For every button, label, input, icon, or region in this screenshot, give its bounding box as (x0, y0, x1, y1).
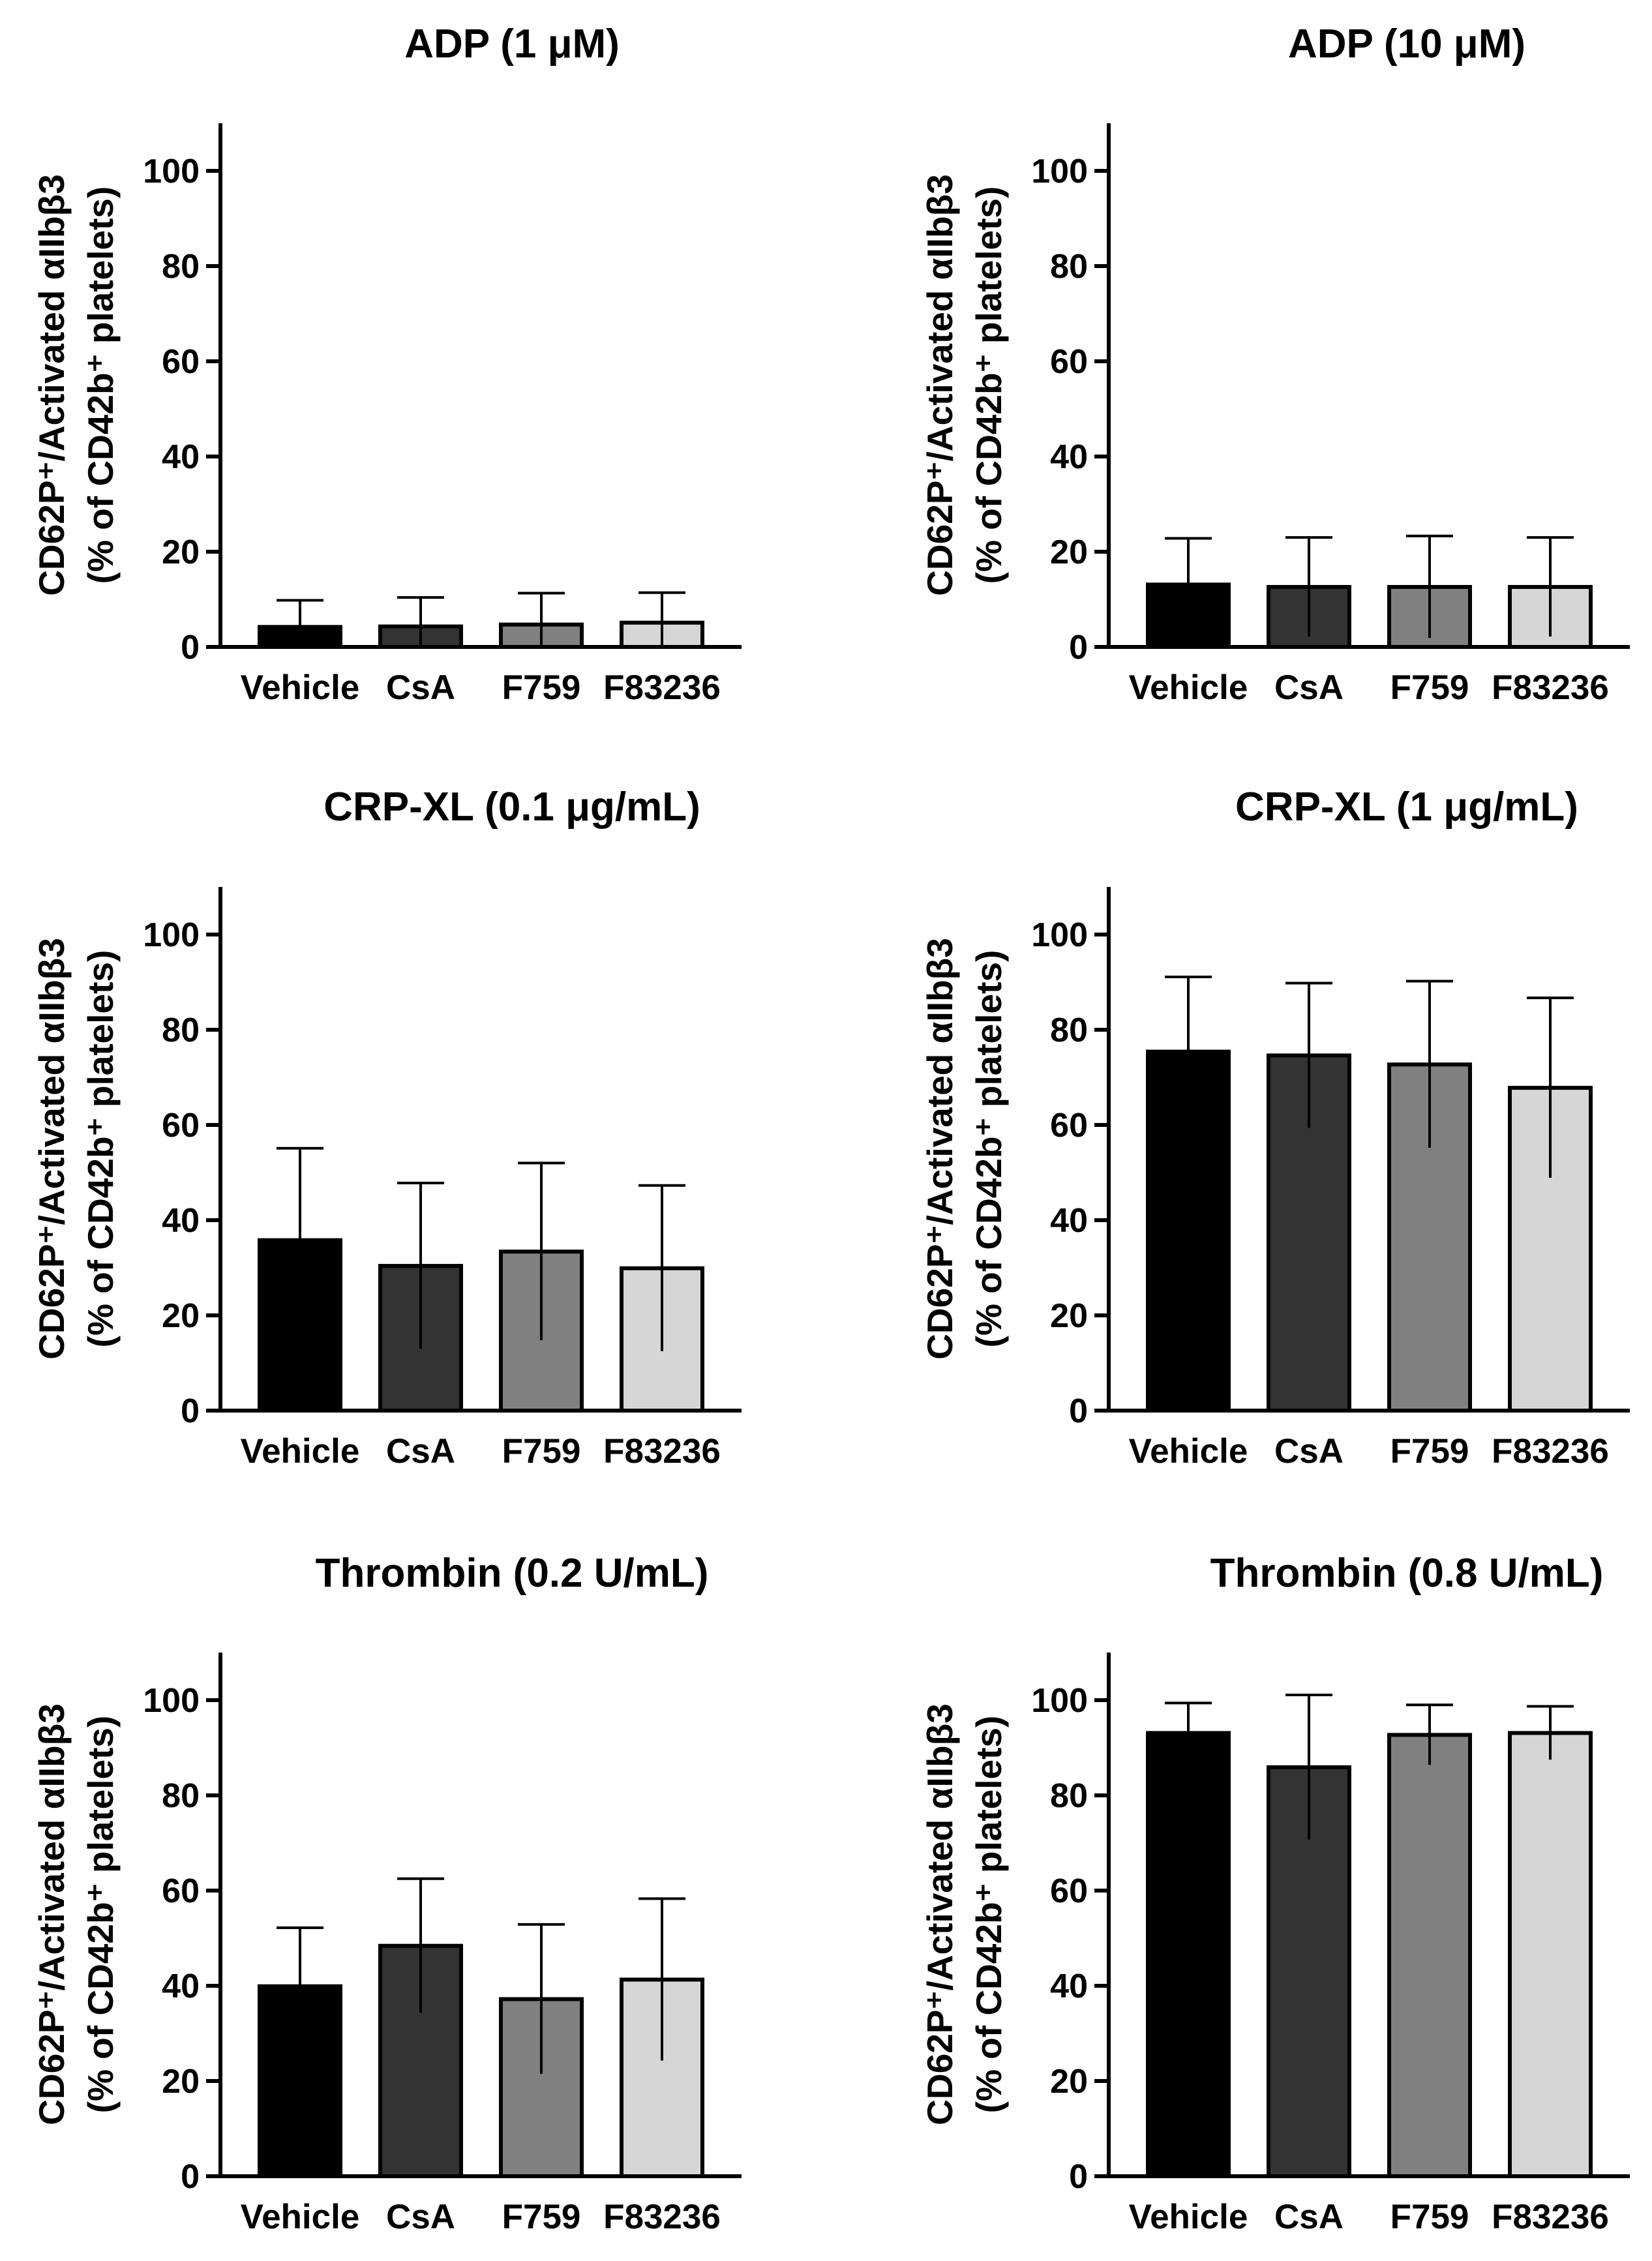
y-axis-label-line2: (% of CD42b⁺ platelets) (969, 950, 1009, 1348)
x-tick-label-f759: F759 (1390, 668, 1469, 707)
x-tick-label-f83236: F83236 (603, 2198, 721, 2236)
y-tick-label: 60 (1050, 1107, 1088, 1145)
y-tick-label: 40 (1050, 438, 1088, 476)
x-tick-label-f759: F759 (1390, 1432, 1469, 1471)
y-axis-label-line2: (% of CD42b⁺ platelets) (969, 187, 1009, 584)
x-tick-label-f83236: F83236 (603, 668, 721, 707)
x-tick-label-f759: F759 (502, 2198, 581, 2236)
chart-panel-4: CRP-XL (1 μg/mL) CD62P⁺/Activated αIIbβ3(… (920, 785, 1630, 1471)
chart-title: Thrombin (0.2 U/mL) (316, 1551, 709, 1596)
y-tick-label: 20 (162, 2063, 200, 2101)
chart-title: ADP (1 μM) (404, 22, 620, 67)
y-tick-label: 20 (1050, 533, 1088, 571)
y-tick-label: 80 (162, 248, 200, 286)
y-axis-label-line1: CD62P⁺/Activated αIIbβ3 (920, 938, 960, 1360)
y-tick-label: 80 (1050, 1011, 1088, 1049)
x-tick-label-f83236: F83236 (603, 1432, 721, 1471)
y-tick-label: 20 (162, 1297, 200, 1335)
y-tick-label: 0 (1069, 2158, 1088, 2196)
x-tick-label-csa: CsA (1274, 2198, 1344, 2236)
x-tick-label-csa: CsA (386, 1432, 455, 1471)
y-tick-label: 100 (143, 916, 200, 954)
y-axis-label-line2: (% of CD42b⁺ platelets) (80, 950, 121, 1348)
y-tick-label: 0 (181, 2158, 200, 2196)
y-tick-label: 20 (162, 533, 200, 571)
chart-title: CRP-XL (1 μg/mL) (1235, 785, 1578, 830)
x-tick-label-vehicle: Vehicle (241, 1432, 360, 1471)
x-tick-label-f83236: F83236 (1492, 2198, 1609, 2236)
x-tick-label-f759: F759 (502, 668, 581, 707)
y-axis-label-line2: (% of CD42b⁺ platelets) (80, 1716, 121, 2114)
y-tick-label: 100 (1031, 916, 1088, 954)
y-tick-label: 60 (162, 1872, 200, 1910)
y-tick-label: 40 (1050, 1202, 1088, 1240)
x-tick-label-csa: CsA (386, 668, 455, 707)
y-tick-label: 40 (162, 1968, 200, 2005)
x-tick-label-f759: F759 (502, 1432, 581, 1471)
x-tick-label-vehicle: Vehicle (1129, 1432, 1248, 1471)
y-tick-label: 0 (1069, 629, 1088, 666)
x-tick-label-f83236: F83236 (1492, 668, 1609, 707)
y-tick-label: 40 (162, 438, 200, 476)
y-axis-label-line1: CD62P⁺/Activated αIIbβ3 (31, 1703, 72, 2125)
chart-title: ADP (10 μM) (1288, 22, 1525, 67)
x-tick-label-vehicle: Vehicle (1129, 2198, 1248, 2236)
y-axis-label-line2: (% of CD42b⁺ platelets) (969, 1716, 1009, 2114)
x-tick-label-vehicle: Vehicle (241, 2198, 360, 2236)
x-tick-label-csa: CsA (1274, 1432, 1344, 1471)
chart-panel-3: CRP-XL (0.1 μg/mL) CD62P⁺/Activated αIIbβ… (31, 785, 742, 1471)
y-tick-label: 20 (1050, 2063, 1088, 2101)
y-tick-label: 60 (162, 343, 200, 381)
y-tick-label: 0 (1069, 1392, 1088, 1430)
y-tick-label: 80 (1050, 1777, 1088, 1815)
chart-panel-1: ADP (1 μM) CD62P⁺/Activated αIIbβ3 (% of C… (31, 22, 742, 707)
y-tick-label: 80 (162, 1011, 200, 1049)
y-tick-label: 20 (1050, 1297, 1088, 1335)
x-tick-label-f83236: F83236 (1492, 1432, 1609, 1471)
chart-panel-6: Thrombin (0.8 U/mL) CD62P⁺/Activated αIIb… (920, 1551, 1630, 2236)
chart-title: CRP-XL (0.1 μg/mL) (323, 785, 700, 830)
bar-f759 (1387, 1733, 1472, 2179)
bar-f83236 (1508, 1731, 1593, 2179)
y-tick-label: 80 (1050, 248, 1088, 286)
y-tick-label: 80 (162, 1777, 200, 1815)
y-axis-label-line2: (% of CD42b⁺ platelets) (80, 187, 121, 584)
chart-panel-5: Thrombin (0.2 U/mL) CD62P⁺/Activated αIIb… (31, 1551, 742, 2236)
y-axis-label-line1: CD62P⁺/Activated αIIbβ3 (920, 174, 960, 596)
y-tick-label: 100 (1031, 153, 1088, 190)
chart-panel-2: ADP (10 μM) CD62P⁺/Activated αIIbβ3 (% of … (920, 22, 1630, 707)
y-axis-label-line1: CD62P⁺/Activated αIIbβ3 (31, 174, 72, 596)
x-tick-label-csa: CsA (1274, 668, 1344, 707)
y-tick-label: 100 (143, 153, 200, 190)
bar-vehicle (1146, 1731, 1231, 2179)
y-tick-label: 0 (181, 629, 200, 666)
x-tick-label-vehicle: Vehicle (1129, 668, 1248, 707)
y-tick-label: 100 (143, 1682, 200, 1720)
y-tick-label: 100 (1031, 1682, 1088, 1720)
y-tick-label: 60 (162, 1107, 200, 1145)
x-tick-label-vehicle: Vehicle (241, 668, 360, 707)
y-tick-label: 60 (1050, 343, 1088, 381)
chart-title: Thrombin (0.8 U/mL) (1210, 1551, 1604, 1596)
x-tick-label-f759: F759 (1390, 2198, 1469, 2236)
y-axis-label-line1: CD62P⁺/Activated αIIbβ3 (31, 938, 72, 1360)
x-tick-label-csa: CsA (386, 2198, 455, 2236)
y-tick-label: 40 (1050, 1968, 1088, 2005)
y-tick-label: 0 (181, 1392, 200, 1430)
y-tick-label: 60 (1050, 1872, 1088, 1910)
y-tick-label: 40 (162, 1202, 200, 1240)
y-axis-label-line1: CD62P⁺/Activated αIIbβ3 (920, 1703, 960, 2125)
